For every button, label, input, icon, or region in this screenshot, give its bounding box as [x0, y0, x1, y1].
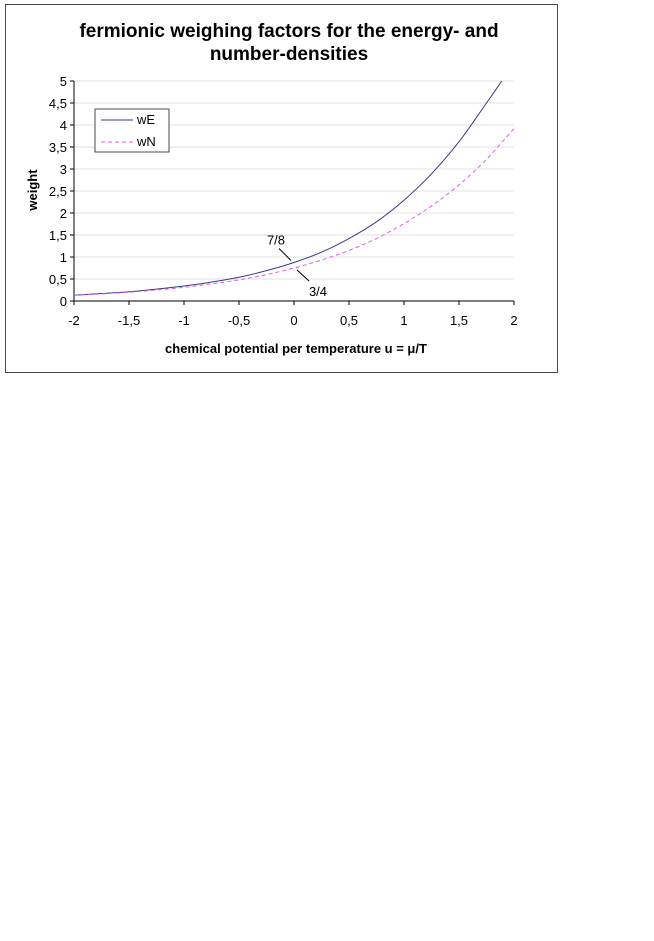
y-tick-label: 3,5 — [49, 140, 67, 155]
y-tick-label: 1 — [60, 250, 67, 265]
y-tick-label: 2 — [60, 206, 67, 221]
y-tick-label: 0,5 — [49, 272, 67, 287]
x-tick-label: -2 — [68, 313, 80, 328]
x-tick-label: -1,5 — [118, 313, 140, 328]
legend-label-wN: wN — [136, 134, 156, 149]
annotation-leader-3-4 — [296, 269, 310, 282]
x-tick-label: -1 — [178, 313, 190, 328]
legend-label-wE: wE — [136, 112, 155, 127]
x-tick-labels: -2 -1,5 -1 -0,5 0 0,5 1 1,5 2 — [68, 313, 517, 328]
y-tick-label: 2,5 — [49, 184, 67, 199]
annotation-3-4: 3/4 — [309, 284, 327, 299]
x-tick-label: 1 — [400, 313, 407, 328]
annotation-7-8: 7/8 — [267, 233, 285, 248]
series-lines — [74, 81, 514, 296]
y-tick-label: 4 — [60, 118, 67, 133]
y-tick-label: 3 — [60, 162, 67, 177]
axes — [70, 80, 515, 305]
annotation-leader-7-8 — [278, 248, 292, 261]
series-line-wE — [74, 81, 503, 296]
y-tick-label: 1,5 — [49, 228, 67, 243]
legend-box — [94, 108, 170, 153]
x-tick-label: 1,5 — [450, 313, 468, 328]
chart-title-line-1: fermionic weighing factors for the energ… — [79, 21, 498, 42]
y-axis-title: weight — [25, 169, 40, 212]
y-tick-label: 5 — [60, 74, 67, 89]
y-tick-label: 0 — [60, 294, 67, 309]
series-line-wN — [74, 128, 514, 296]
y-tick-label: 4,5 — [49, 96, 67, 111]
chart-svg: fermionic weighing factors for the energ… — [25, 21, 518, 356]
x-axis-title: chemical potential per temperature u = μ… — [165, 341, 427, 356]
x-tick-label: -0,5 — [228, 313, 250, 328]
legend: wE wN — [94, 108, 170, 153]
x-tick-label: 0,5 — [340, 313, 358, 328]
x-tick-label: 2 — [510, 313, 517, 328]
x-tick-label: 0 — [290, 313, 297, 328]
chart-title-line-2: number-densities — [210, 44, 368, 65]
chart-frame: fermionic weighing factors for the energ… — [5, 4, 558, 373]
annotations: 7/8 3/4 — [267, 233, 327, 300]
y-tick-labels: 0 0,5 1 1,5 2 2,5 3 3,5 4 4,5 5 — [49, 74, 67, 309]
